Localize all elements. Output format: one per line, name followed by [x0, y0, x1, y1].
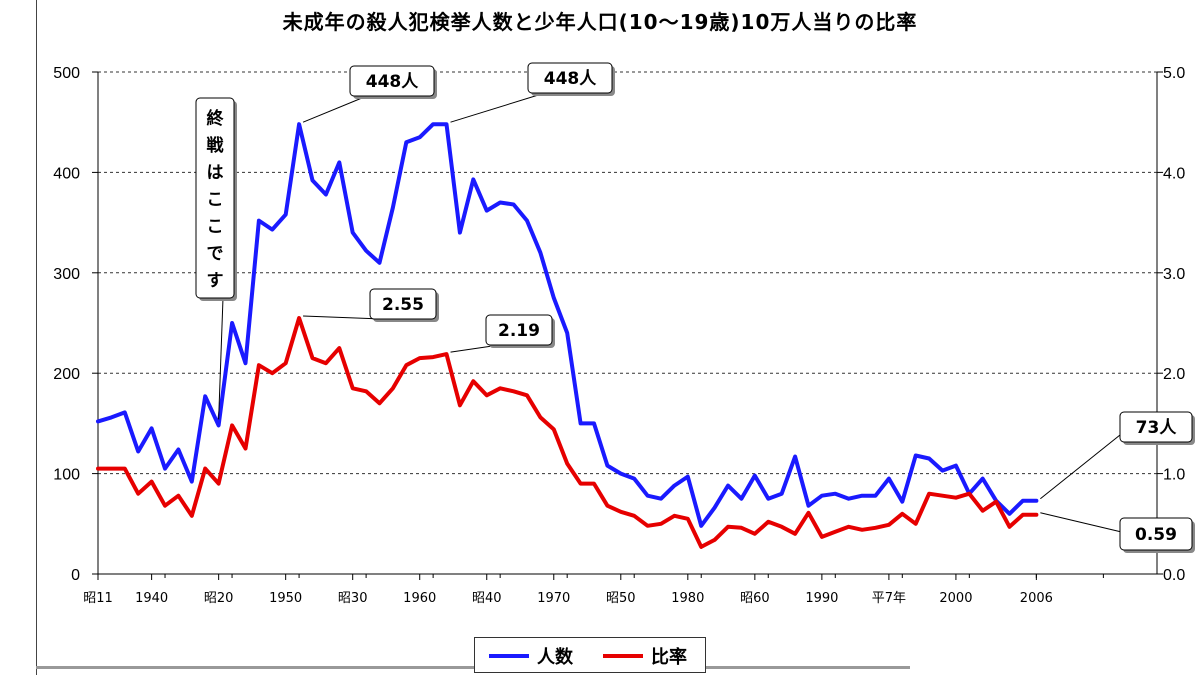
y-right-tick-label: 0.0	[1163, 567, 1185, 584]
callout-255-pointer	[303, 315, 384, 320]
y-right-tick-label: 2.0	[1163, 366, 1185, 383]
x-tick-label: 1960	[403, 591, 436, 606]
legend-item-rate: 比率	[603, 644, 687, 668]
x-tick-label: 1950	[269, 591, 302, 606]
callout-448-1962-box	[527, 62, 613, 94]
y-left-tick-label: 100	[53, 467, 80, 484]
callout-73-text: 73人	[1136, 418, 1178, 438]
y-right-tick-label: 3.0	[1163, 266, 1185, 283]
callout-448-1962-text: 448人	[544, 69, 597, 89]
callout-059-box	[1119, 517, 1193, 551]
y-left-tick-label: 400	[53, 165, 80, 182]
callout-219-box	[485, 314, 553, 346]
chart-title: 未成年の殺人犯検挙人数と少年人口(10〜19歳)10万人当りの比率	[282, 10, 918, 34]
x-tick-label: 昭40	[472, 591, 502, 606]
x-tick-label: 1970	[537, 591, 570, 606]
x-tick-label: 平7年	[872, 591, 906, 606]
callout-war-end-pointer	[218, 297, 224, 420]
annotations: 448人 448人 2.55 2.19 73人 0.59 終戦はここです	[195, 62, 1195, 553]
y-left-tick-label: 500	[53, 65, 80, 82]
x-tick-label: 昭30	[338, 591, 368, 606]
legend-swatch-count	[489, 654, 529, 658]
y-left-tick-label: 300	[53, 266, 80, 283]
legend-label-count: 人数	[537, 647, 573, 668]
callout-war-end-text: 終戦はここです	[207, 108, 225, 291]
y-right-tick-label: 4.0	[1163, 165, 1185, 182]
x-tick-label: 昭20	[204, 591, 234, 606]
x-tick-label: 1990	[805, 591, 838, 606]
frame-bottom-shade	[36, 666, 910, 669]
legend-item-count: 人数	[489, 644, 573, 668]
callout-448-1951-pointer	[302, 95, 367, 123]
callout-448-1962-pointer	[450, 92, 545, 123]
callout-255-box	[369, 288, 437, 320]
callout-73-box	[1119, 411, 1193, 443]
callout-war-end-box	[195, 97, 235, 299]
x-tick-label: 昭11	[83, 591, 113, 606]
legend-label-rate: 比率	[651, 647, 687, 668]
x-tick-label: 2006	[1020, 591, 1053, 606]
axes: 0 100 200 300 400 500 0.0 1.0 2.0 3.0 4.0 5.0 昭11 194…	[53, 65, 1185, 606]
y-right-tick-label: 1.0	[1163, 467, 1185, 484]
callout-219-text: 2.19	[498, 321, 540, 341]
x-tick-label: 1940	[135, 591, 168, 606]
series-line-count	[96, 122, 1039, 528]
series-lines	[96, 122, 1039, 549]
callout-059-text: 0.59	[1135, 525, 1177, 545]
legend-swatch-rate	[603, 654, 643, 658]
x-tick-label: 2000	[939, 591, 972, 606]
x-tick-label: 1980	[671, 591, 704, 606]
y-right-tick-label: 5.0	[1163, 65, 1185, 82]
callout-448-1951-text: 448人	[366, 72, 419, 92]
callout-059-pointer	[1040, 512, 1131, 535]
callout-448-1951-box	[349, 65, 435, 97]
frame-left-border	[36, 0, 37, 675]
y-left-tick-label: 200	[53, 366, 80, 383]
gridlines	[98, 71, 1157, 475]
y-left-tick-label: 0	[71, 567, 80, 584]
series-line-rate	[96, 316, 1039, 549]
x-tick-label: 昭60	[740, 591, 770, 606]
callout-255-text: 2.55	[382, 295, 424, 315]
callout-73-pointer	[1040, 426, 1131, 500]
chart-legend: 人数 比率	[474, 637, 706, 673]
x-tick-label: 昭50	[606, 591, 636, 606]
